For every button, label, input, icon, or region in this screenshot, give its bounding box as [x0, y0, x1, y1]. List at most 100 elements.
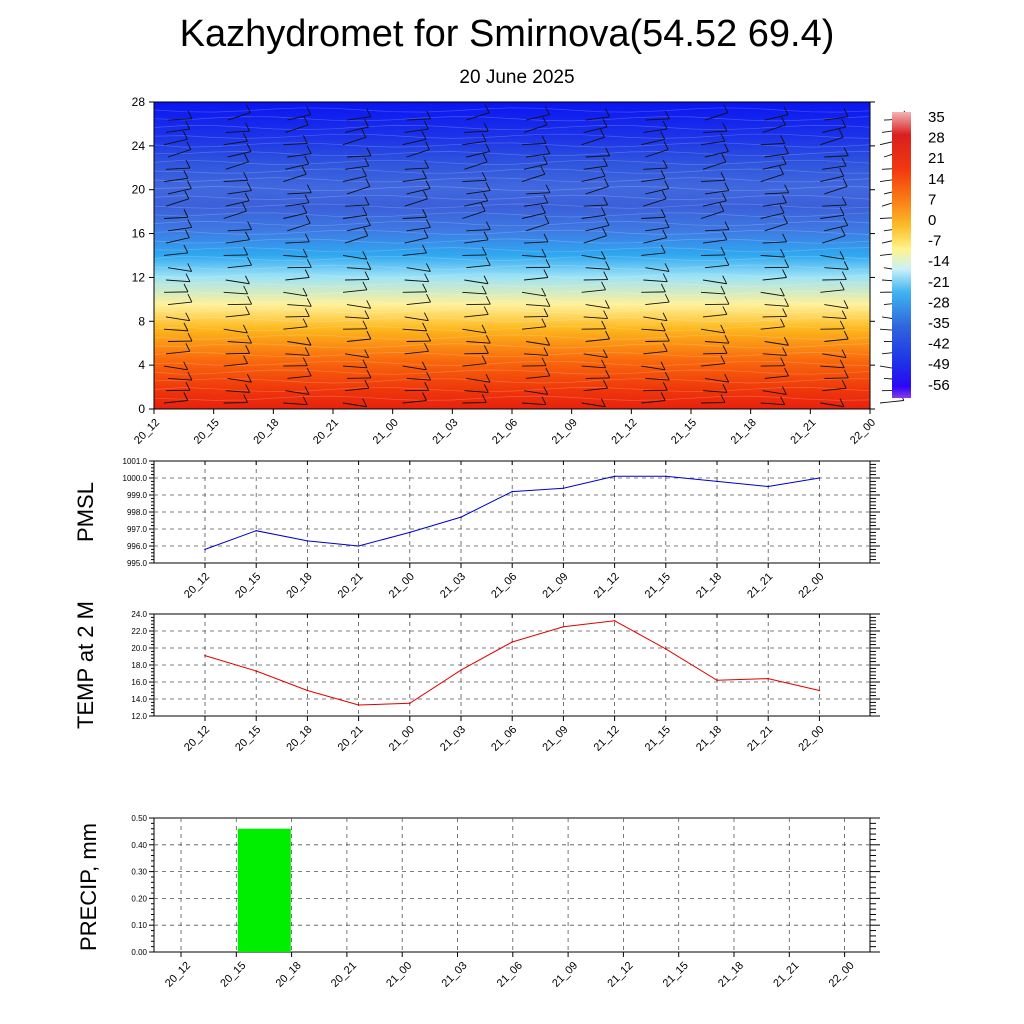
colorbar-label: -35: [928, 315, 950, 332]
wind-barb-flag: [783, 106, 789, 115]
contour-line: [153, 177, 871, 183]
wind-barb: [702, 200, 727, 207]
contour-line: [153, 203, 871, 209]
wind-barb: [523, 163, 548, 170]
wind-barb: [525, 114, 550, 121]
wind-barb-flag: [184, 190, 190, 199]
wind-barb: [163, 138, 188, 146]
x-tick-label: 21_06: [489, 724, 519, 754]
wind-barb-flag: [185, 120, 191, 130]
wind-barb-flag: [481, 285, 487, 295]
wind-barb: [462, 363, 487, 367]
pmsl-point: [818, 477, 821, 479]
wind-barb-flag: [603, 310, 609, 319]
wind-barb-flag: [304, 233, 310, 243]
contour-line: [153, 325, 871, 331]
wind-barb: [462, 210, 486, 219]
wind-barb: [583, 165, 608, 170]
x-tick-label: 20_18: [251, 417, 281, 447]
x-tick-label: 21_06: [495, 960, 525, 990]
wind-barb-flag: [724, 334, 730, 344]
wind-barb-flag: [481, 246, 487, 256]
wind-barb: [283, 212, 307, 219]
wind-barb: [342, 289, 367, 293]
precip-bar: [237, 828, 291, 952]
wind-barb: [824, 338, 849, 342]
wind-barb-flag: [362, 398, 368, 407]
wind-barb-flag: [605, 261, 611, 270]
wind-barb: [643, 316, 668, 322]
wind-barb: [344, 165, 369, 170]
wind-barb: [227, 264, 252, 269]
pmsl-point: [357, 545, 360, 547]
wind-barb-flag: [543, 308, 549, 317]
contour-line: [153, 125, 871, 131]
wind-barb-flag: [723, 104, 729, 113]
wind-barb-flag: [364, 349, 370, 358]
wind-barb-flag: [247, 334, 253, 344]
wind-barb-flag: [724, 373, 730, 383]
wind-barb-flag: [779, 204, 785, 214]
wind-barb: [641, 328, 666, 332]
wind-barb-flag: [722, 384, 728, 393]
wind-barb-flag: [783, 337, 789, 346]
wind-barb: [406, 267, 431, 272]
wind-barb: [523, 277, 548, 281]
x-tick-label: 21_09: [550, 417, 580, 447]
y-tick-label: 1001.0: [123, 457, 148, 466]
wind-barb: [285, 390, 310, 395]
wind-barb: [585, 116, 610, 121]
wind-barb: [227, 112, 251, 121]
wind-barb-flag: [184, 229, 190, 238]
wind-barb-flag: [485, 182, 491, 191]
wind-barb-flag: [426, 332, 432, 342]
wind-barb-flag: [186, 141, 192, 150]
wind-barb: [820, 402, 845, 408]
wind-barb: [641, 400, 666, 404]
wind-barb-flag: [841, 379, 847, 389]
wind-barb: [523, 241, 548, 244]
y-axis-label: TEMP at 2 M: [73, 601, 98, 729]
wind-barb: [344, 387, 369, 392]
wind-barb-flag: [605, 330, 610, 340]
wind-barb-flag: [362, 359, 368, 368]
contour-line: [153, 299, 871, 305]
wind-barb: [406, 188, 431, 195]
contour-line: [153, 264, 871, 270]
wind-barb: [283, 291, 308, 297]
wind-barb: [702, 130, 727, 133]
y-tick-label: 8: [138, 314, 145, 328]
temp-2m-point: [357, 704, 360, 706]
wind-barb: [406, 377, 431, 381]
wind-barb: [287, 304, 312, 307]
wind-barb: [525, 222, 549, 232]
wind-barb-flag: [545, 367, 551, 377]
temp-2m-point: [409, 702, 411, 705]
wind-barb-flag: [187, 332, 193, 342]
colorbar-label: 7: [928, 191, 936, 208]
wind-barb: [346, 186, 370, 195]
wind-barb-flag: [422, 283, 428, 293]
wind-barb-flag: [245, 306, 250, 315]
x-tick-label: 20_21: [329, 960, 359, 990]
wind-barb-flag: [720, 324, 726, 334]
wind-barb-flag: [426, 110, 432, 120]
x-tick-label: 21_03: [440, 960, 470, 990]
wind-barb-flag: [601, 320, 607, 329]
wind-barb: [227, 151, 252, 158]
contour-line: [153, 142, 871, 148]
wind-barb: [643, 279, 668, 283]
wind-barb-flag: [483, 306, 489, 315]
wind-barb: [462, 291, 487, 295]
pmsl-point: [255, 529, 257, 532]
wind-barb: [525, 192, 550, 195]
wind-barb-flag: [838, 129, 844, 138]
wind-barb-flag: [605, 147, 611, 156]
wind-barb: [346, 224, 371, 232]
contour-line: [153, 387, 871, 393]
wind-barb: [525, 304, 550, 307]
wind-barb: [402, 138, 427, 146]
x-tick-label: 20_12: [163, 960, 193, 990]
contour-line: [153, 133, 871, 139]
wind-barb: [404, 316, 429, 322]
